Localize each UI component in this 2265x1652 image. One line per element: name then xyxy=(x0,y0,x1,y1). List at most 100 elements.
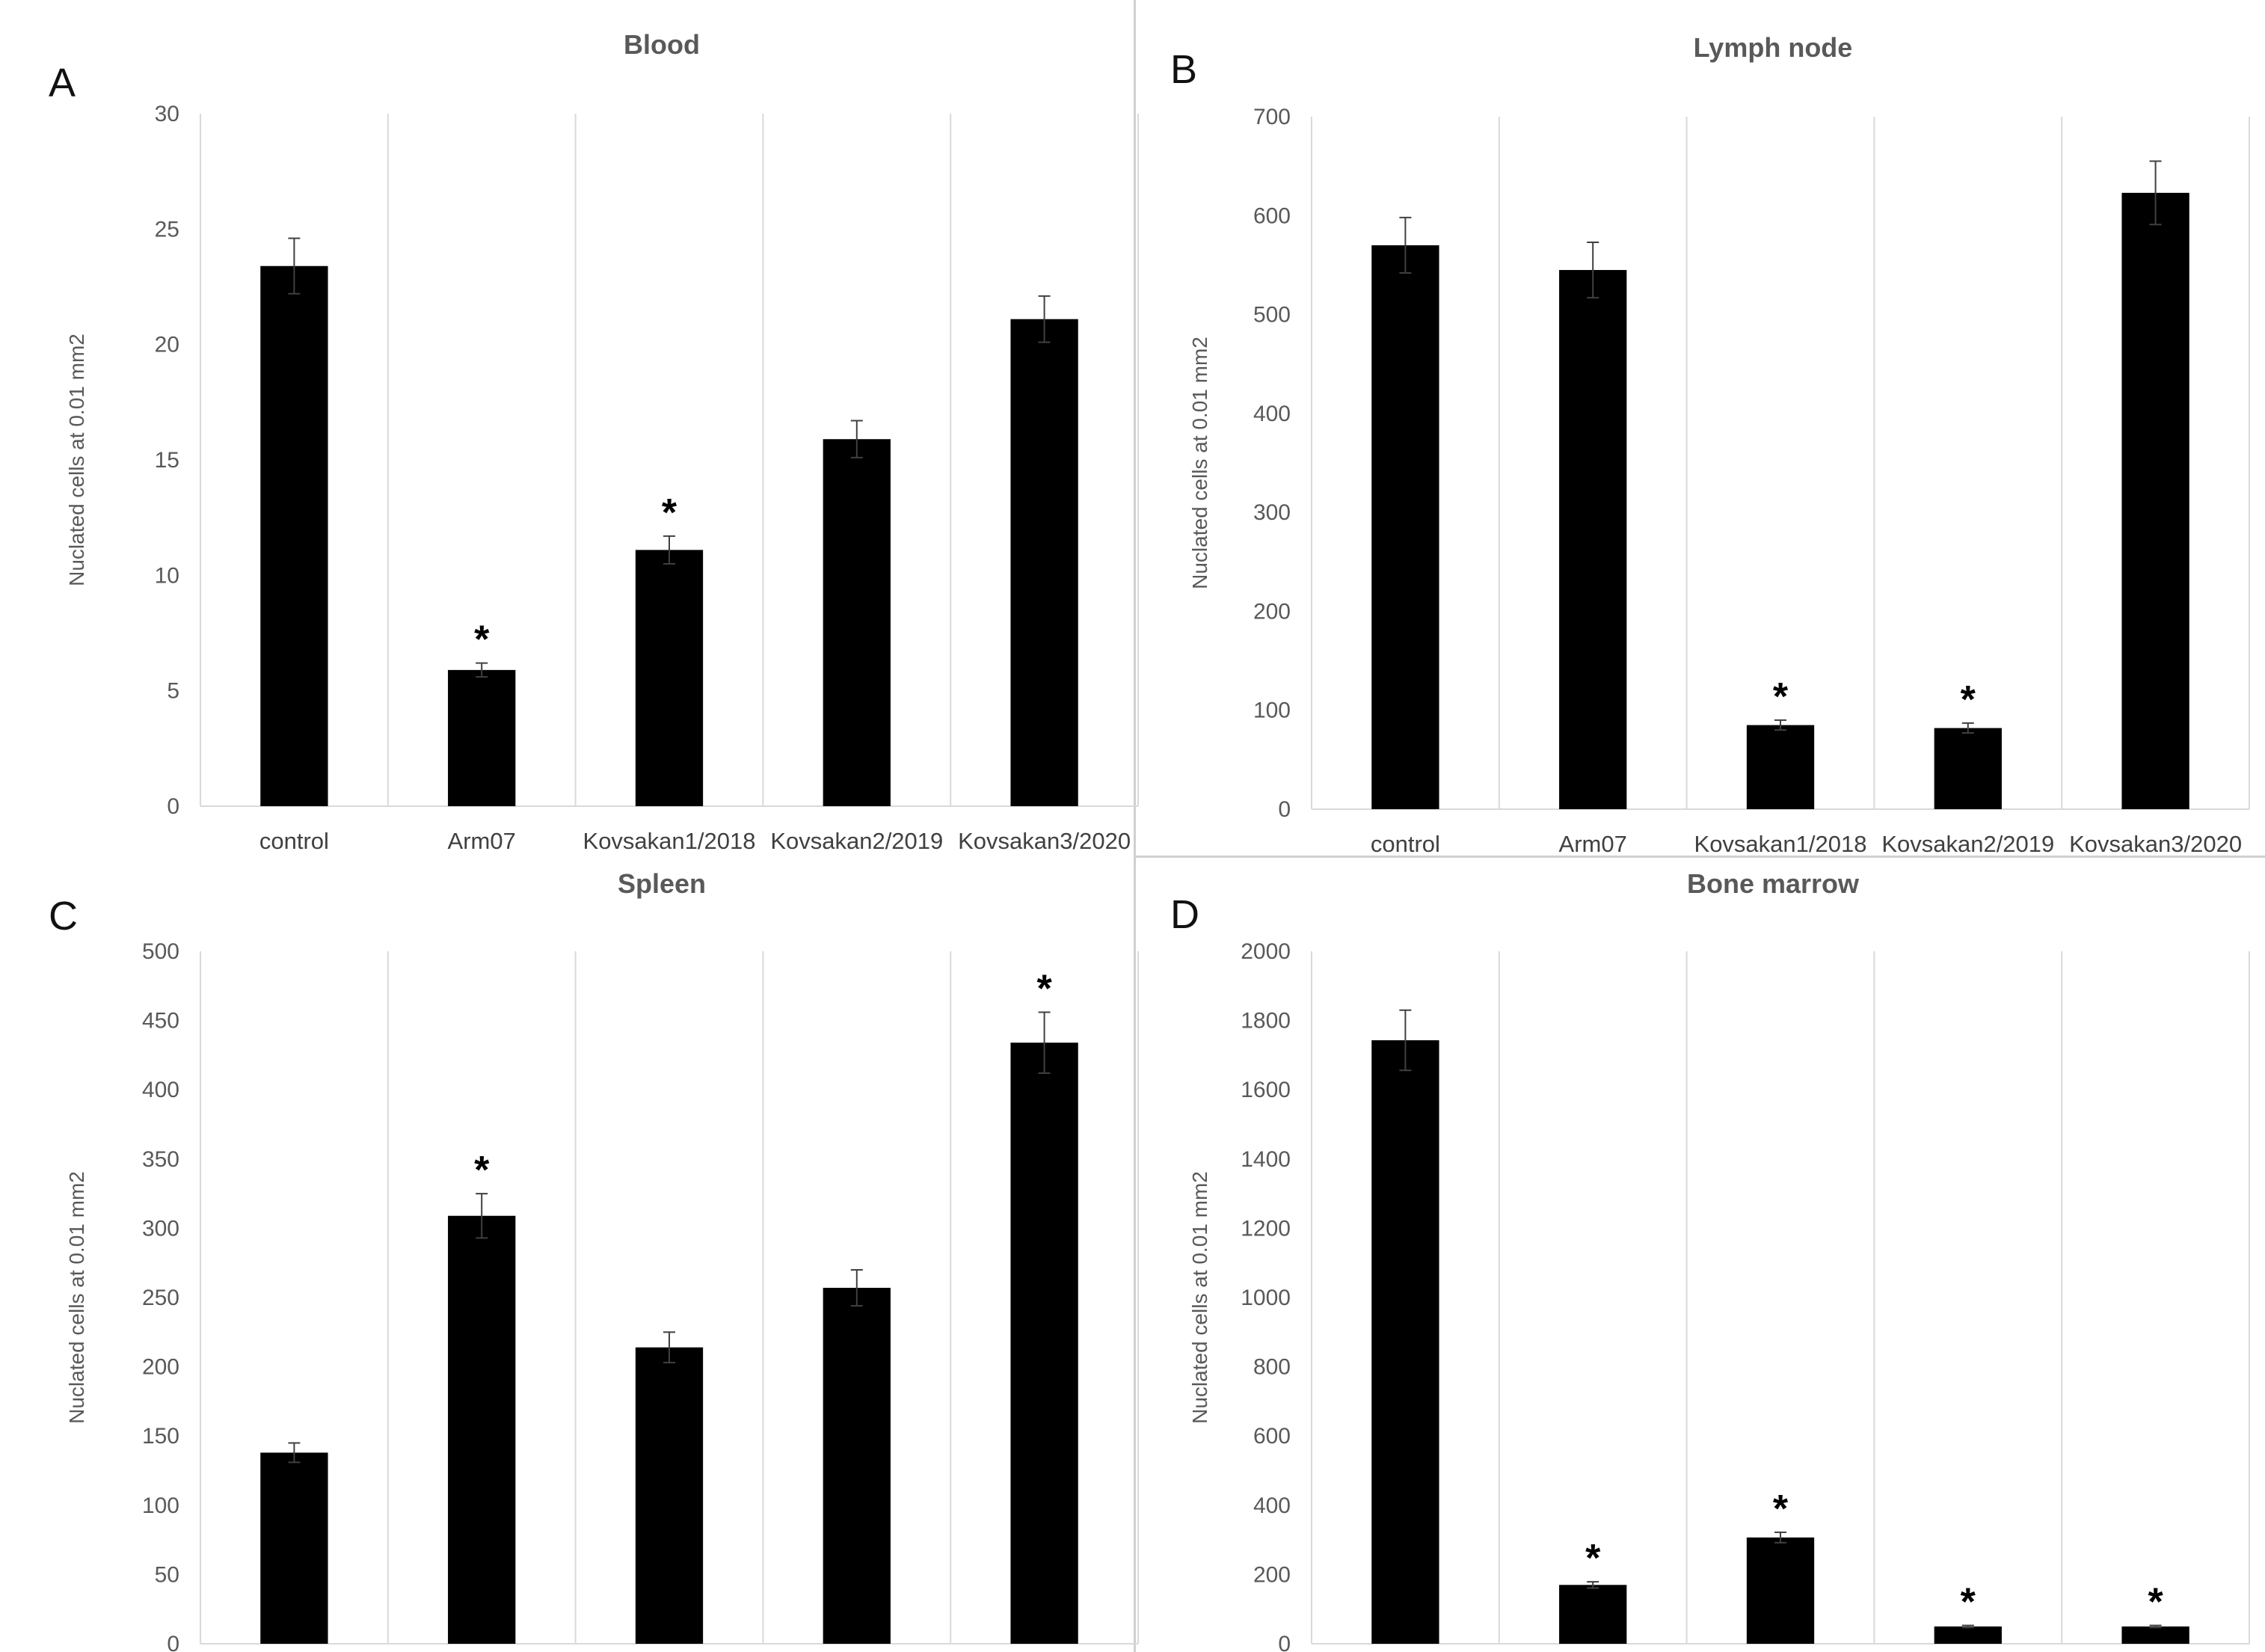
bar xyxy=(1371,1040,1439,1644)
bar xyxy=(1559,270,1627,809)
panel-letter: A xyxy=(49,61,76,105)
panel-b: B Lymph node Nuclated cells at 0.01 mm2 0 1… xyxy=(1135,22,2250,857)
y-tick-label: 400 xyxy=(1253,1493,1291,1518)
bar xyxy=(448,1215,516,1644)
y-tick-label: 400 xyxy=(1253,402,1291,426)
bar xyxy=(1746,725,1815,809)
significance-marker: * xyxy=(1773,1487,1789,1531)
y-tick-label: 10 xyxy=(155,563,179,588)
y-tick-label: 100 xyxy=(1253,698,1291,723)
x-tick-label: Kovsakan3/2020 xyxy=(958,828,1131,854)
significance-marker: * xyxy=(662,491,677,535)
bar xyxy=(635,1347,704,1644)
chart-bone-marrow: Bone marrow Nuclated cells at 0.01 mm2 0 20… xyxy=(1188,868,2250,1652)
bar xyxy=(2121,192,2189,809)
x-tick-label: control xyxy=(259,828,329,854)
x-tick-label: Arm07 xyxy=(1559,831,1627,857)
y-tick-label: 25 xyxy=(155,217,179,242)
y-tick-label: 0 xyxy=(1278,1632,1291,1652)
y-tick-label: 1200 xyxy=(1241,1216,1291,1241)
y-tick-label: 600 xyxy=(1253,1424,1291,1449)
bar xyxy=(635,550,704,806)
bar xyxy=(1934,728,2002,809)
bar xyxy=(823,1288,891,1644)
panel-a: A Blood Nuclated cells at 0.01 mm2 0 5 10 15 2… xyxy=(15,22,1139,854)
y-tick-label: 250 xyxy=(142,1286,179,1310)
significance-marker: * xyxy=(474,1149,490,1192)
y-tick-label: 200 xyxy=(142,1355,179,1380)
bar xyxy=(1010,319,1078,806)
significance-marker: * xyxy=(1036,967,1052,1010)
y-tick-label: 800 xyxy=(1253,1355,1291,1380)
bar xyxy=(448,669,516,806)
y-tick-label: 50 xyxy=(155,1562,179,1587)
bar xyxy=(260,265,328,807)
bar xyxy=(823,439,891,806)
x-tick-label: Kovsakan3/2020 xyxy=(2069,831,2242,857)
panel-c: C Spleen Nuclated cells at 0.01 mm2 0 50 100… xyxy=(15,830,1139,1652)
significance-marker: * xyxy=(1585,1537,1601,1580)
bar xyxy=(1934,1626,2002,1644)
y-tick-label: 20 xyxy=(155,333,179,357)
x-tick-label: control xyxy=(1371,831,1440,857)
chart-title: Bone marrow xyxy=(1687,868,1860,899)
y-tick-label: 200 xyxy=(1253,599,1291,624)
y-tick-label: 300 xyxy=(1253,500,1291,525)
y-tick-label: 1400 xyxy=(1241,1147,1291,1172)
y-axis-label: Nuclated cells at 0.01 mm2 xyxy=(1188,337,1211,589)
horizontal-divider xyxy=(1136,856,2265,858)
significance-marker: * xyxy=(1773,675,1789,719)
chart-blood: Blood Nuclated cells at 0.01 mm2 0 5 10 15 20 2… xyxy=(65,29,1139,854)
y-tick-label: 300 xyxy=(142,1216,179,1241)
y-tick-label: 15 xyxy=(155,448,179,473)
y-tick-label: 1600 xyxy=(1241,1078,1291,1102)
chart-title: Spleen xyxy=(618,868,706,899)
bar xyxy=(1010,1043,1078,1644)
y-tick-label: 1000 xyxy=(1241,1286,1291,1310)
significance-marker: * xyxy=(474,618,490,662)
y-axis-label: Nuclated cells at 0.01 mm2 xyxy=(65,1171,88,1424)
panel-d: D Bone marrow Nuclated cells at 0.01 mm2 0… xyxy=(1135,830,2250,1652)
significance-marker: * xyxy=(1961,1580,1976,1624)
bar xyxy=(1746,1537,1815,1644)
y-tick-label: 1800 xyxy=(1241,1009,1291,1034)
bar xyxy=(2121,1626,2189,1644)
y-tick-label: 5 xyxy=(167,679,179,704)
y-tick-label: 2000 xyxy=(1241,939,1291,964)
y-tick-label: 0 xyxy=(167,1632,179,1652)
bar xyxy=(1371,245,1439,809)
y-tick-label: 700 xyxy=(1253,105,1291,129)
y-tick-label: 0 xyxy=(167,794,179,819)
y-tick-label: 200 xyxy=(1253,1562,1291,1587)
vertical-divider xyxy=(1134,0,1136,1652)
chart-title: Blood xyxy=(624,29,700,60)
x-tick-label: Kovsakan1/2018 xyxy=(583,828,756,854)
y-axis-label: Nuclated cells at 0.01 mm2 xyxy=(1188,1171,1211,1424)
chart-lymph-node: Lymph node Nuclated cells at 0.01 mm2 0 100… xyxy=(1188,32,2250,857)
panel-letter: D xyxy=(1170,892,1199,937)
significance-marker: * xyxy=(2148,1580,2163,1624)
bar xyxy=(1559,1585,1627,1644)
y-tick-label: 450 xyxy=(142,1009,179,1034)
y-tick-label: 500 xyxy=(1253,303,1291,328)
panel-letter: B xyxy=(1170,47,1198,92)
y-tick-label: 100 xyxy=(142,1493,179,1518)
y-axis-label: Nuclated cells at 0.01 mm2 xyxy=(65,334,88,586)
chart-title: Lymph node xyxy=(1694,32,1853,63)
x-tick-label: Arm07 xyxy=(448,828,516,854)
y-tick-label: 500 xyxy=(142,939,179,964)
panel-letter: C xyxy=(49,894,78,939)
bar xyxy=(260,1452,328,1644)
y-tick-label: 150 xyxy=(142,1424,179,1449)
significance-marker: * xyxy=(1961,678,1976,722)
x-tick-label: Kovsakan2/2019 xyxy=(1881,831,2054,857)
y-tick-label: 30 xyxy=(155,102,179,126)
y-tick-label: 350 xyxy=(142,1147,179,1172)
y-tick-label: 600 xyxy=(1253,203,1291,228)
y-tick-label: 400 xyxy=(142,1078,179,1102)
chart-spleen: Spleen Nuclated cells at 0.01 mm2 0 50 100 15… xyxy=(65,868,1139,1652)
x-tick-label: Kovsakan2/2019 xyxy=(770,828,943,854)
x-tick-label: Kovsakan1/2018 xyxy=(1694,831,1867,857)
y-tick-label: 0 xyxy=(1278,797,1291,822)
